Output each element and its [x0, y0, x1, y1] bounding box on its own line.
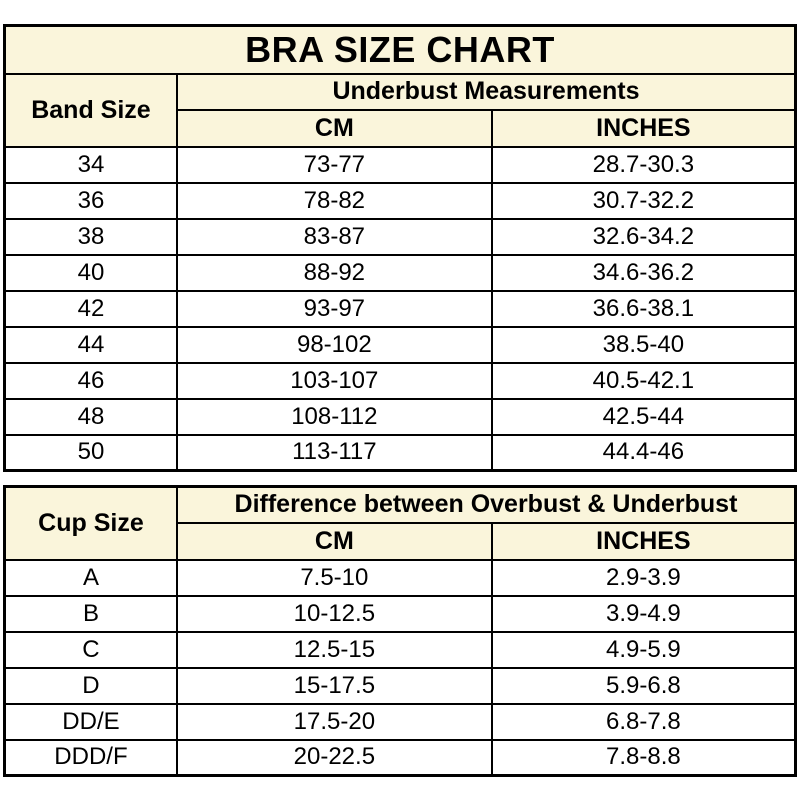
- inches-value-cell: 44.4-46: [490, 433, 797, 472]
- table-row: DD/E 17.5-20 6.8-7.8: [3, 702, 797, 741]
- inches-value-cell: 36.6-38.1: [490, 289, 797, 328]
- table-row: 36 78-82 30.7-32.2: [3, 181, 797, 220]
- table-row: 46 103-107 40.5-42.1: [3, 361, 797, 400]
- table-row: B 10-12.5 3.9-4.9: [3, 594, 797, 633]
- chart-title: BRA SIZE CHART: [3, 24, 797, 75]
- band-size-column-header: Band Size: [3, 72, 178, 148]
- row-label-cell: 44: [3, 325, 178, 364]
- row-label-cell: 38: [3, 217, 178, 256]
- cm-value-cell: 88-92: [175, 253, 493, 292]
- cm-value-cell: 103-107: [175, 361, 493, 400]
- inches-value-cell: 5.9-6.8: [490, 666, 797, 705]
- cup-size-rows: A 7.5-10 2.9-3.9 B 10-12.5 3.9-4.9 C 12.5-15 4.9…: [3, 558, 797, 777]
- table-row: 42 93-97 36.6-38.1: [3, 289, 797, 328]
- table-row: 34 73-77 28.7-30.3: [3, 145, 797, 184]
- table-row: 40 88-92 34.6-36.2: [3, 253, 797, 292]
- cm-value-cell: 10-12.5: [175, 594, 493, 633]
- overbust-difference-header: Difference between Overbust & Underbust: [175, 485, 797, 524]
- row-label-cell: DD/E: [3, 702, 178, 741]
- table-row: 48 108-112 42.5-44: [3, 397, 797, 436]
- inches-value-cell: 28.7-30.3: [490, 145, 797, 184]
- table-row: 38 83-87 32.6-34.2: [3, 217, 797, 256]
- inches-value-cell: 2.9-3.9: [490, 558, 797, 597]
- cm-value-cell: 113-117: [175, 433, 493, 472]
- cm-value-cell: 17.5-20: [175, 702, 493, 741]
- inches-value-cell: 34.6-36.2: [490, 253, 797, 292]
- table-row: DDD/F 20-22.5 7.8-8.8: [3, 738, 797, 777]
- cup-sub-header-row: CM INCHES: [5, 521, 797, 561]
- cm-value-cell: 108-112: [175, 397, 493, 436]
- cup-group-header-row: Cup Size Difference between Overbust & U…: [3, 485, 797, 561]
- band-group-header-row: Band Size Underbust Measurements: [3, 72, 797, 148]
- title-row: BRA SIZE CHART: [3, 24, 797, 75]
- cm-value-cell: 20-22.5: [175, 738, 493, 777]
- row-label-cell: 50: [3, 433, 178, 472]
- cup-cm-header: CM: [175, 521, 493, 561]
- band-cm-header: CM: [175, 108, 493, 148]
- cm-value-cell: 73-77: [175, 145, 493, 184]
- inches-value-cell: 32.6-34.2: [490, 217, 797, 256]
- row-label-cell: 34: [3, 145, 178, 184]
- table-row: C 12.5-15 4.9-5.9: [3, 630, 797, 669]
- row-label-cell: A: [3, 558, 178, 597]
- inches-value-cell: 7.8-8.8: [490, 738, 797, 777]
- inches-value-cell: 30.7-32.2: [490, 181, 797, 220]
- table-row: 50 113-117 44.4-46: [3, 433, 797, 472]
- table-row: D 15-17.5 5.9-6.8: [3, 666, 797, 705]
- cm-value-cell: 12.5-15: [175, 630, 493, 669]
- cm-value-cell: 7.5-10: [175, 558, 493, 597]
- inches-value-cell: 38.5-40: [490, 325, 797, 364]
- inches-value-cell: 3.9-4.9: [490, 594, 797, 633]
- inches-value-cell: 4.9-5.9: [490, 630, 797, 669]
- cm-value-cell: 78-82: [175, 181, 493, 220]
- row-label-cell: C: [3, 630, 178, 669]
- row-label-cell: 36: [3, 181, 178, 220]
- cm-value-cell: 98-102: [175, 325, 493, 364]
- row-label-cell: DDD/F: [3, 738, 178, 777]
- band-sub-header-row: CM INCHES: [5, 108, 797, 148]
- table-row: A 7.5-10 2.9-3.9: [3, 558, 797, 597]
- cup-size-column-header: Cup Size: [3, 485, 178, 561]
- row-label-cell: 40: [3, 253, 178, 292]
- row-label-cell: D: [3, 666, 178, 705]
- cm-value-cell: 83-87: [175, 217, 493, 256]
- row-label-cell: 48: [3, 397, 178, 436]
- cm-value-cell: 15-17.5: [175, 666, 493, 705]
- inches-value-cell: 40.5-42.1: [490, 361, 797, 400]
- cm-value-cell: 93-97: [175, 289, 493, 328]
- table-row: 44 98-102 38.5-40: [3, 325, 797, 364]
- band-size-table: BRA SIZE CHART Band Size Underbust Measu…: [3, 24, 797, 472]
- band-inches-header: INCHES: [490, 108, 797, 148]
- underbust-measurements-header: Underbust Measurements: [175, 72, 797, 111]
- row-label-cell: 46: [3, 361, 178, 400]
- cup-size-table: Cup Size Difference between Overbust & U…: [3, 485, 797, 777]
- row-label-cell: B: [3, 594, 178, 633]
- band-size-rows: 34 73-77 28.7-30.3 36 78-82 30.7-32.2 38 83-87 3…: [3, 145, 797, 472]
- inches-value-cell: 42.5-44: [490, 397, 797, 436]
- inches-value-cell: 6.8-7.8: [490, 702, 797, 741]
- cup-inches-header: INCHES: [490, 521, 797, 561]
- row-label-cell: 42: [3, 289, 178, 328]
